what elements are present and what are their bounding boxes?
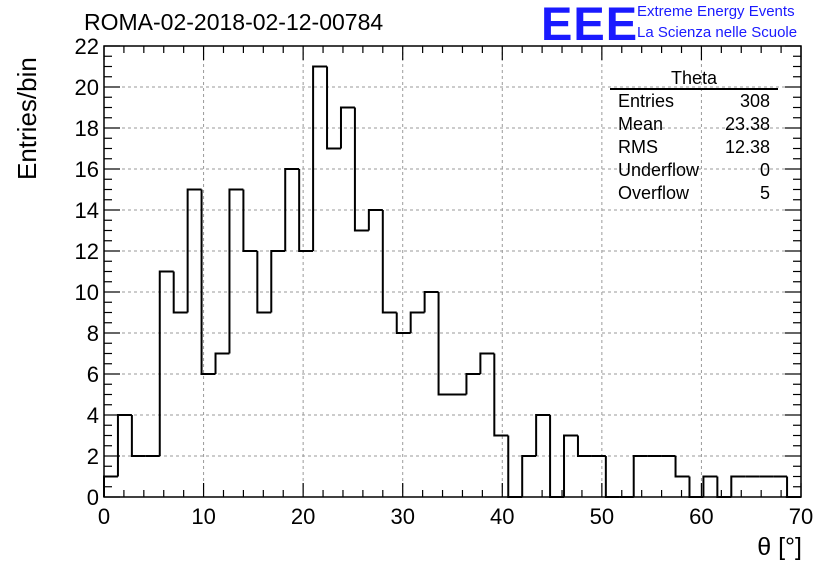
y-tick-label: 22 [75, 34, 99, 59]
y-tick-label: 0 [87, 485, 99, 510]
x-tick-label: 10 [191, 504, 215, 529]
histogram-bin [200, 189, 216, 375]
y-tick-label: 12 [75, 239, 99, 264]
histogram-bin [339, 106, 355, 149]
histogram-bin [535, 414, 551, 456]
histogram-bins [103, 65, 801, 498]
stats-label: Entries [618, 91, 675, 111]
histogram-bin [563, 434, 578, 497]
histogram-bin [465, 373, 481, 395]
x-tick-label: 60 [689, 504, 713, 529]
histogram-bin [702, 475, 718, 497]
x-tick-label: 20 [291, 504, 315, 529]
chart-title: ROMA-02-2018-02-12-00784 [84, 9, 384, 35]
stats-value: 5 [759, 183, 770, 203]
stats-value: 308 [739, 91, 770, 111]
stats-label: Underflow [618, 160, 700, 180]
y-tick-label: 20 [75, 75, 99, 100]
stats-row-mean: Mean 23.38 [610, 113, 778, 136]
y-axis-label: Entries/bin [12, 57, 42, 180]
x-tick-label: 40 [490, 504, 514, 529]
histogram-bin [130, 415, 146, 457]
stats-row-rms: RMS 12.38 [610, 136, 778, 159]
histogram-bin [576, 435, 592, 457]
x-tick-label: 30 [390, 504, 414, 529]
stats-value: 12.38 [724, 137, 770, 157]
y-tick-label: 2 [87, 444, 99, 469]
histogram-bin [716, 476, 732, 498]
histogram-bin [270, 250, 286, 313]
histogram-bin [116, 414, 132, 477]
histogram-bin [437, 292, 453, 396]
y-tick-labels: 0 2 4 6 8 10 12 14 16 18 20 22 [75, 34, 99, 510]
histogram-bin [674, 456, 690, 478]
logo-tagline-2: La Scienza nelle Scuole [637, 24, 798, 41]
histogram-bin [353, 107, 369, 232]
y-tick-label: 6 [87, 362, 99, 387]
histogram-bin [409, 311, 425, 333]
stats-label: Overflow [618, 183, 690, 203]
histogram-bin [521, 455, 537, 497]
stats-label: RMS [618, 137, 658, 157]
histogram-bin [186, 188, 202, 313]
eee-logo: EEE [541, 0, 639, 50]
histogram-bin [172, 271, 188, 314]
stats-box-title: Theta [610, 68, 778, 90]
y-tick-label: 16 [75, 157, 99, 182]
stats-row-underflow: Underflow 0 [610, 159, 778, 182]
stats-box: Theta Entries 308 Mean 23.38 RMS 12.38 U… [610, 68, 778, 205]
x-tick-label: 70 [789, 504, 813, 529]
y-tick-label: 10 [75, 280, 99, 305]
x-axis-label: θ [°] [757, 533, 802, 561]
x-tick-label: 0 [98, 504, 110, 529]
histogram-bin [284, 168, 300, 251]
grid-lines [104, 46, 801, 497]
histogram-bin [423, 291, 439, 313]
stats-value: 0 [759, 160, 770, 180]
y-tick-label: 18 [75, 116, 99, 141]
x-tick-labels: 0 10 20 30 40 50 60 70 [98, 504, 813, 529]
stats-label: Mean [618, 114, 664, 134]
stats-row-entries: Entries 308 [610, 90, 778, 113]
stats-row-overflow: Overflow 5 [610, 182, 778, 205]
y-tick-label: 8 [87, 321, 99, 346]
histogram-bin [367, 209, 383, 231]
histogram-bin [479, 352, 495, 374]
stats-value: 23.38 [724, 114, 770, 134]
histogram-bin [326, 66, 341, 150]
histogram-bin [493, 353, 509, 437]
histogram-bin [381, 210, 397, 314]
histogram-bin [298, 169, 314, 252]
histogram-bin [632, 455, 648, 497]
histogram-bin [158, 270, 174, 456]
histogram-bin [228, 188, 244, 354]
axis-ticks [103, 45, 802, 498]
logo-tagline-1: Extreme Energy Events [637, 3, 795, 20]
y-tick-label: 4 [87, 403, 99, 428]
histogram-bin [507, 435, 523, 498]
histogram-bin [256, 251, 272, 314]
histogram-bin [214, 352, 230, 374]
histogram-bin [312, 65, 328, 251]
histogram-bin [604, 456, 620, 498]
x-tick-label: 50 [590, 504, 614, 529]
histogram-bin [730, 475, 746, 497]
histogram-bin [395, 312, 411, 334]
y-tick-label: 14 [75, 198, 99, 223]
histogram-bin [242, 189, 258, 252]
